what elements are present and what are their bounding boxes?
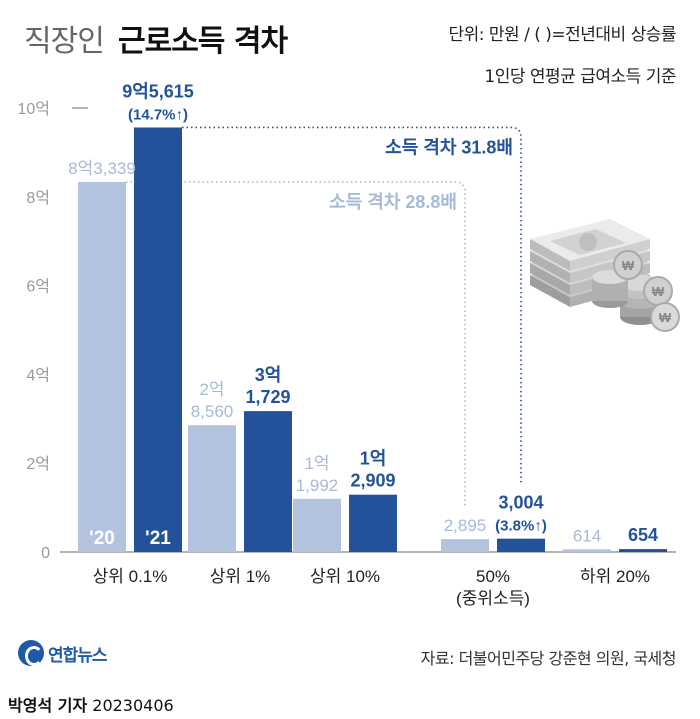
value-label: 8억3,339 (68, 159, 136, 178)
category-label: 하위 20% (580, 567, 650, 586)
chart-title: 근로소득 격차 (118, 24, 288, 59)
bar-2021 (497, 538, 545, 552)
value-label: 1억 (304, 454, 329, 473)
category-label: 50% (476, 567, 510, 586)
title-prefix: 직장인 (24, 24, 105, 59)
logo-text: 연합뉴스 (48, 645, 108, 666)
gap-bracket (182, 126, 522, 483)
gap-bracket (126, 181, 466, 508)
bar-2021 (244, 411, 292, 552)
bar-2020 (293, 498, 341, 552)
category-label: 상위 10% (310, 567, 380, 586)
yonhap-logo: 연합뉴스 (18, 640, 108, 666)
byline-date: 20230406 (92, 696, 174, 715)
value-label: (14.7%↑) (128, 106, 188, 123)
byline: 박영석 기자 20230406 (8, 692, 174, 716)
coin-stack: ₩ ₩ ₩ (592, 250, 680, 332)
unit-note: 단위: 만원 / ( )=전년대비 상승률 (448, 25, 676, 45)
bar-2021 (349, 494, 397, 552)
category-label: 상위 0.1% (93, 567, 168, 586)
value-label: 1,992 (296, 476, 339, 495)
money-stack-coins-icon: ₩ ₩ ₩ (530, 219, 680, 332)
value-label: 3,004 (498, 493, 543, 513)
value-label: 3억 (255, 365, 282, 385)
value-label: 2,909 (350, 471, 395, 491)
svg-text:₩: ₩ (622, 258, 635, 273)
value-label: 2억 (199, 380, 224, 399)
bar-2021 (619, 549, 667, 552)
bar-chart: 0 2억 4억 6억 8억 10억 상위 0.1% 상위 1% 상위 10% 50% (중위소득)… (17, 81, 680, 608)
value-label: 1,729 (245, 387, 290, 407)
value-label: 654 (628, 525, 658, 545)
reporter-name: 박영석 기자 (8, 696, 88, 715)
y-tick-label: 10억 (17, 100, 50, 118)
gap-annotation: 소득 격차 31.8배 (385, 137, 513, 157)
bar-2020 (441, 539, 489, 552)
y-tick-label: 4억 (26, 366, 50, 384)
svg-text:₩: ₩ (659, 310, 672, 325)
value-label: 9억5,615 (122, 81, 194, 101)
value-label: (3.8%↑) (495, 518, 547, 535)
source-note: 자료: 더불어민주당 강준현 의원, 국세청 (420, 649, 677, 668)
category-label: (중위소득) (456, 589, 530, 608)
chart-card: 직장인 근로소득 격차 단위: 만원 / ( )=전년대비 상승률 1인당 연평… (17, 24, 680, 668)
y-tick-label: 6억 (26, 278, 50, 296)
value-label: 1억 (360, 449, 387, 469)
series-label: '20 (89, 528, 115, 549)
value-label: 8,560 (191, 402, 234, 421)
y-tick-label: 2억 (26, 455, 50, 473)
y-tick-label: 0 (41, 545, 50, 562)
bar-2020 (563, 549, 611, 552)
category-label: 상위 1% (210, 567, 271, 586)
gap-annotation: 소득 격차 28.8배 (329, 192, 457, 212)
value-label: 2,895 (444, 516, 487, 535)
bar-2021 (134, 127, 182, 553)
yonhap-logo-icon (18, 640, 44, 666)
bar-2020 (78, 181, 126, 552)
bar-2020 (188, 425, 236, 552)
svg-text:₩: ₩ (652, 284, 665, 299)
basis-note: 1인당 연평균 급여소득 기준 (484, 67, 676, 87)
series-label: '21 (145, 528, 171, 549)
y-tick-label: 8억 (26, 189, 50, 207)
value-label: 614 (573, 526, 601, 545)
